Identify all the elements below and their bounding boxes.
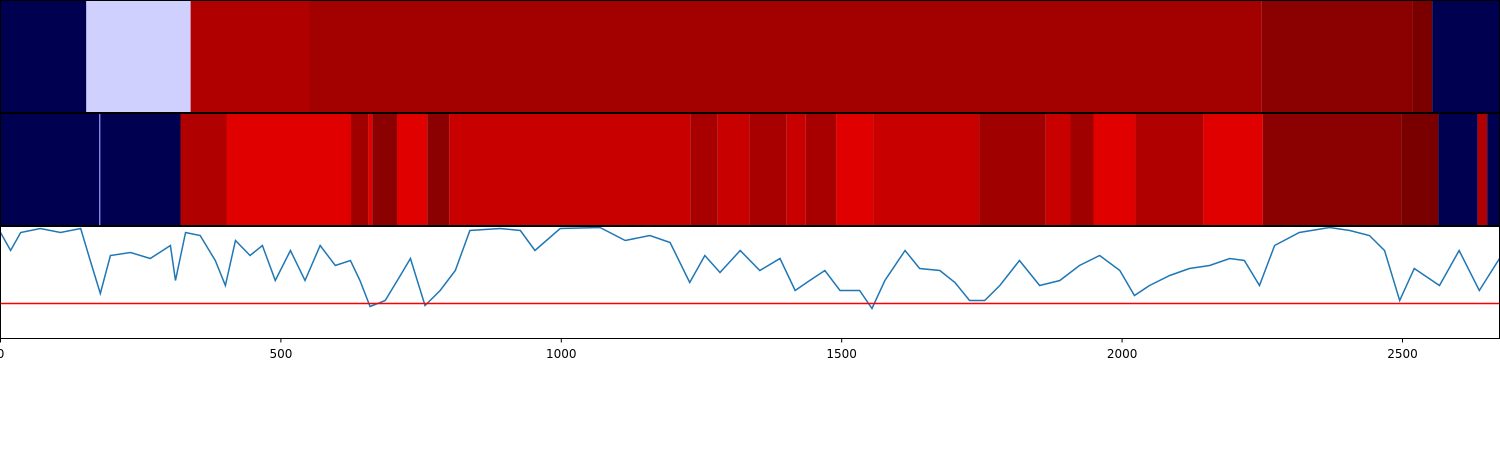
- band-segment: [1262, 113, 1402, 226]
- x-tick-label: 0: [0, 347, 4, 361]
- band-segment: [1070, 113, 1094, 226]
- band-segment: [1477, 113, 1488, 226]
- band-segment: [1045, 113, 1071, 226]
- band-segment: [1438, 113, 1478, 226]
- band-segment: [1135, 113, 1204, 226]
- band-segment: [99, 113, 101, 226]
- band-segment: [1261, 0, 1413, 113]
- band-segment: [1401, 113, 1439, 226]
- band-segment: [690, 113, 718, 226]
- band-segment: [190, 0, 310, 113]
- band-segment: [1093, 113, 1136, 226]
- band-segment: [0, 0, 87, 113]
- band-segment: [979, 113, 1046, 226]
- band-segment: [873, 113, 980, 226]
- band-segment: [449, 113, 691, 226]
- band-segment: [749, 113, 787, 226]
- x-tick-label: 500: [269, 347, 292, 361]
- band-segment: [372, 113, 397, 226]
- band-segment: [86, 0, 191, 113]
- band-segment: [226, 113, 351, 226]
- band-segment: [1203, 113, 1263, 226]
- band-segment: [309, 0, 1262, 113]
- band-segment: [350, 113, 369, 226]
- band-segment: [368, 113, 373, 226]
- band-segment: [1487, 113, 1500, 226]
- band-segment: [836, 113, 874, 226]
- band-segment: [100, 113, 181, 226]
- band-segment: [0, 113, 100, 226]
- x-tick-label: 2000: [1107, 347, 1138, 361]
- line-series: [0, 226, 1500, 311]
- band-segment: [396, 113, 428, 226]
- band-segment: [786, 113, 806, 226]
- band-segment: [427, 113, 450, 226]
- band-segment: [717, 113, 750, 226]
- x-tick-label: 2500: [1387, 347, 1418, 361]
- band-segment: [805, 113, 837, 226]
- x-tick-label: 1000: [546, 347, 577, 361]
- band-segment: [180, 113, 227, 226]
- x-tick-label: 1500: [826, 347, 857, 361]
- band-segment: [1432, 0, 1500, 113]
- band-segment: [1412, 0, 1433, 113]
